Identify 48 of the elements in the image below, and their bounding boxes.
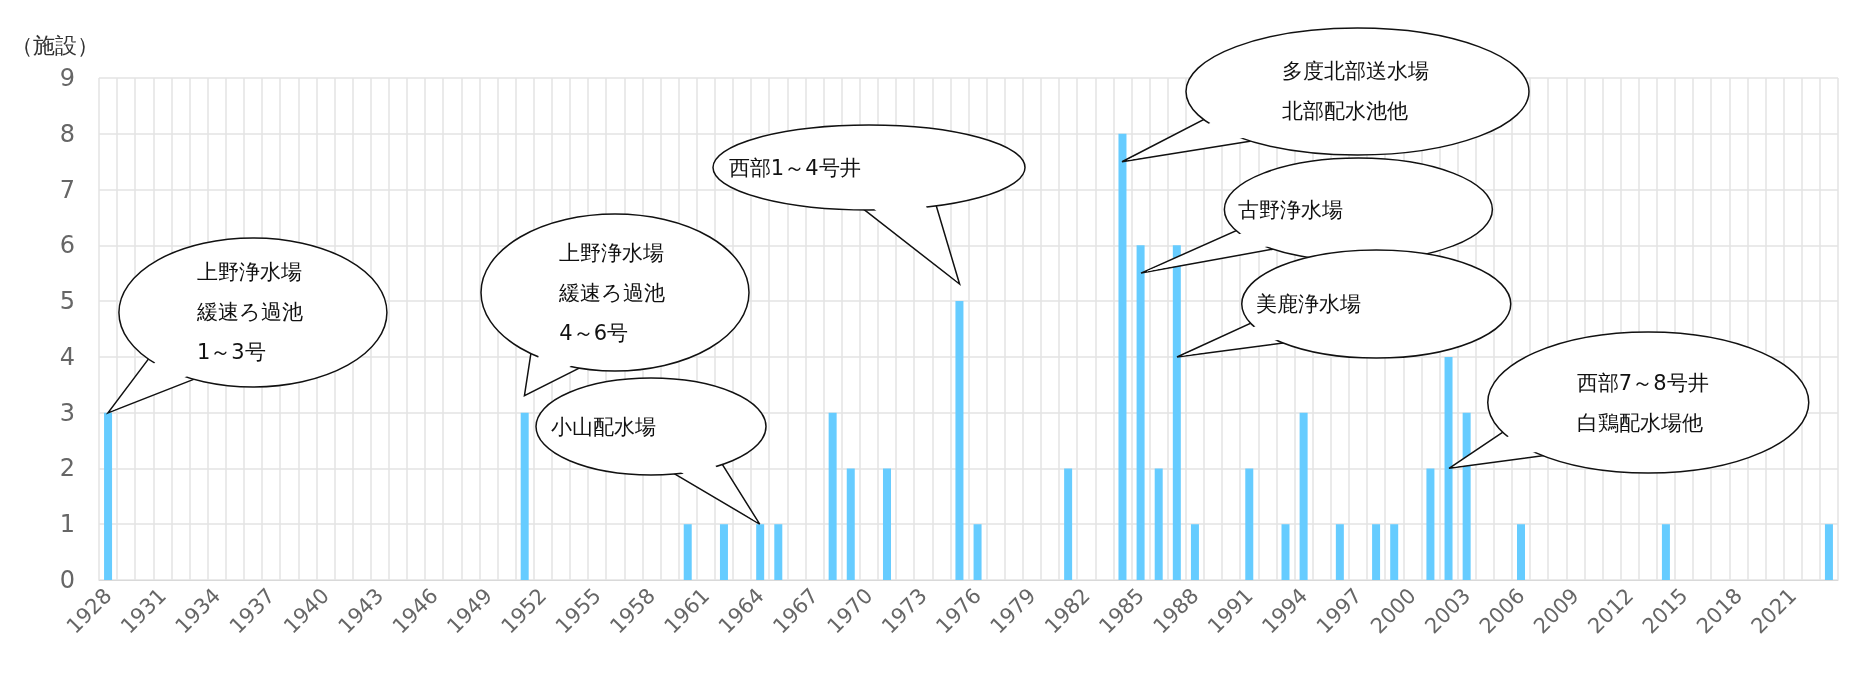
bar: [1372, 524, 1381, 580]
y-tick-label: 4: [59, 342, 75, 371]
annotation: 西部1～4号井: [728, 154, 862, 182]
bar: [683, 524, 692, 580]
bar: [846, 468, 855, 580]
bar: [1390, 524, 1399, 580]
bar: [1426, 468, 1435, 580]
bar: [1154, 468, 1163, 580]
y-tick-label: 5: [59, 287, 75, 316]
bar: [1118, 133, 1127, 580]
y-tick-label: 8: [59, 119, 75, 148]
bar: [719, 524, 728, 580]
bar: [1824, 524, 1833, 580]
bar: [1245, 468, 1254, 580]
bar: [1172, 245, 1181, 580]
bar: [1136, 245, 1145, 580]
y-tick-label: 0: [59, 566, 75, 594]
y-tick-label: 7: [59, 175, 75, 204]
bar: [1335, 524, 1344, 580]
annotation: 美鹿浄水場: [1256, 290, 1363, 318]
bar: [1462, 412, 1471, 580]
bar: [1281, 524, 1290, 580]
y-tick-label: 2: [59, 454, 75, 483]
y-tick-label: 6: [59, 231, 75, 260]
bar: [828, 412, 837, 580]
annotation: 小山配水場: [551, 413, 658, 441]
bar: [1661, 524, 1670, 580]
annotation: 上野浄水場緩速ろ過池4～6号: [559, 239, 667, 347]
annotation: 西部7～8号井白鶏配水場他: [1576, 369, 1710, 437]
bar: [882, 468, 891, 580]
bar: [520, 412, 529, 580]
annotation: 上野浄水場緩速ろ過池1～3号: [196, 259, 304, 367]
bar: [104, 412, 113, 580]
y-axis-title: （施設）: [11, 32, 99, 58]
y-tick-label: 3: [59, 398, 75, 427]
bar: [756, 524, 765, 580]
bar: [973, 524, 982, 580]
bar: [1299, 412, 1308, 580]
bar: [955, 301, 964, 580]
y-tick-label: 1: [59, 510, 75, 539]
bar: [1516, 524, 1525, 580]
annotation: 多度北部送水場北部配水池他: [1281, 58, 1430, 126]
y-tick-label: 9: [59, 64, 75, 92]
bar: [1064, 468, 1073, 580]
bar: [774, 524, 783, 580]
bar: [1190, 524, 1199, 580]
bar: [1444, 356, 1453, 580]
annotation: 古野浄水場: [1237, 196, 1344, 224]
